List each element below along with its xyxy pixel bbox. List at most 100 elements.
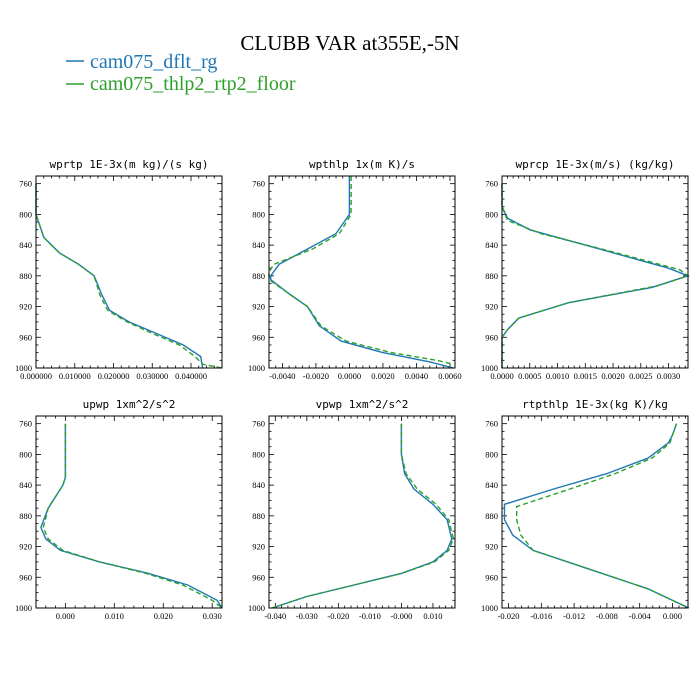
panel-title: upwp 1xm^2/s^2 <box>83 398 176 411</box>
series-line-dflt <box>271 423 453 609</box>
y-tick-label: 880 <box>252 271 265 281</box>
series-line-floor <box>42 423 223 609</box>
series-line-floor <box>35 183 223 369</box>
x-tick-label: 0.030000 <box>136 371 168 381</box>
y-tick-label: 840 <box>485 240 498 250</box>
legend: cam075_dflt_rg cam075_thlp2_rtp2_floor <box>66 51 296 95</box>
panel-title: wprcp 1E-3x(m/s) (kg/kg) <box>516 158 675 171</box>
x-tick-label: 0.010 <box>105 611 124 621</box>
x-tick-label: -0.020 <box>327 611 349 621</box>
panel-2: wpthlp 1x(m K)/s 760 800 840 880 920 960 1000 -0… <box>248 158 462 381</box>
panels: wprtp 1E-3x(m kg)/(s kg) 760 800 840 880 920 9… <box>15 158 691 621</box>
series-line-floor <box>501 183 690 368</box>
y-tick-label: 760 <box>252 179 265 189</box>
x-tick-label: 0.0060 <box>438 371 461 381</box>
series-line-dflt <box>270 176 454 369</box>
y-tick-label: 1000 <box>248 603 265 613</box>
series-line-floor <box>516 423 690 609</box>
panel-title: vpwp 1xm^2/s^2 <box>316 398 409 411</box>
y-tick-label: 960 <box>252 572 265 582</box>
x-tick-label: 0.0005 <box>518 371 541 381</box>
y-tick-label: 760 <box>485 419 498 429</box>
y-tick-label: 840 <box>252 240 265 250</box>
x-tick-label: 0.020 <box>154 611 173 621</box>
panel-6: rtpthlp 1E-3x(kg K)/kg 760 800 840 880 920 960… <box>481 398 690 621</box>
x-tick-label: 0.010 <box>423 611 442 621</box>
series-line-dflt <box>503 423 690 609</box>
series-line-dflt <box>40 423 223 609</box>
y-tick-label: 920 <box>485 302 498 312</box>
x-tick-label: -0.012 <box>563 611 585 621</box>
y-tick-label: 960 <box>19 332 32 342</box>
legend-label-floor: cam075_thlp2_rtp2_floor <box>90 73 296 95</box>
x-tick-label: 0.010000 <box>59 371 91 381</box>
x-tick-label: 0.0000 <box>338 371 361 381</box>
x-tick-label: 0.0040 <box>405 371 428 381</box>
x-tick-label: 0.0015 <box>574 371 597 381</box>
figure-title: CLUBB VAR at355E,-5N <box>240 31 459 55</box>
x-tick-label: -0.000 <box>390 611 412 621</box>
panel-4: upwp 1xm^2/s^2 760 800 840 880 920 960 1000 0.00… <box>15 398 223 621</box>
y-tick-label: 840 <box>19 480 32 490</box>
y-tick-label: 760 <box>19 179 32 189</box>
y-tick-label: 960 <box>19 572 32 582</box>
plot-frame <box>501 175 689 369</box>
y-tick-label: 960 <box>252 332 265 342</box>
x-tick-label: -0.040 <box>264 611 286 621</box>
y-tick-label: 880 <box>252 511 265 521</box>
series-line-floor <box>271 423 455 609</box>
panel-title: wpthlp 1x(m K)/s <box>309 158 415 171</box>
x-tick-label: 0.000 <box>56 611 75 621</box>
series-line-dflt <box>501 183 691 368</box>
x-tick-label: 0.0025 <box>629 371 652 381</box>
x-tick-label: -0.020 <box>498 611 520 621</box>
y-tick-label: 1000 <box>481 603 498 613</box>
y-tick-label: 1000 <box>248 363 265 373</box>
y-tick-label: 1000 <box>481 363 498 373</box>
plot-frame <box>268 175 456 369</box>
y-tick-label: 800 <box>485 449 498 459</box>
x-tick-label: 0.0030 <box>657 371 680 381</box>
plot-frame <box>501 415 689 609</box>
plot-frame <box>268 415 456 609</box>
y-tick-label: 840 <box>19 240 32 250</box>
x-tick-label: 0.040000 <box>175 371 207 381</box>
panel-5: vpwp 1xm^2/s^27608008408809209601000-0.0… <box>248 398 456 621</box>
y-tick-label: 960 <box>485 332 498 342</box>
y-tick-label: 880 <box>485 511 498 521</box>
x-tick-label: -0.0020 <box>303 371 329 381</box>
y-tick-label: 840 <box>252 480 265 490</box>
y-tick-label: 1000 <box>15 363 32 373</box>
y-tick-label: 920 <box>19 542 32 552</box>
y-tick-label: 920 <box>19 302 32 312</box>
y-tick-label: 760 <box>19 419 32 429</box>
plot-frame <box>35 175 223 369</box>
x-tick-label: -0.0040 <box>269 371 295 381</box>
x-tick-label: -0.010 <box>359 611 381 621</box>
x-tick-label: 0.0020 <box>601 371 624 381</box>
x-tick-label: -0.016 <box>530 611 552 621</box>
y-tick-label: 800 <box>252 449 265 459</box>
y-tick-label: 800 <box>485 209 498 219</box>
y-tick-label: 800 <box>19 209 32 219</box>
y-tick-label: 880 <box>485 271 498 281</box>
x-tick-label: -0.008 <box>596 611 618 621</box>
series-line-floor <box>268 176 454 365</box>
y-tick-label: 920 <box>252 302 265 312</box>
y-tick-label: 1000 <box>15 603 32 613</box>
y-tick-label: 840 <box>485 480 498 490</box>
x-tick-label: 0.0010 <box>546 371 569 381</box>
x-tick-label: 0.020000 <box>98 371 130 381</box>
y-tick-label: 800 <box>19 449 32 459</box>
y-tick-label: 920 <box>252 542 265 552</box>
panel-title: wprtp 1E-3x(m kg)/(s kg) <box>50 158 209 171</box>
x-tick-label: -0.004 <box>629 611 652 621</box>
panel-title: rtpthlp 1E-3x(kg K)/kg <box>522 398 668 411</box>
plot-frame <box>35 415 223 609</box>
y-tick-label: 760 <box>252 419 265 429</box>
y-tick-label: 880 <box>19 271 32 281</box>
y-tick-label: 800 <box>252 209 265 219</box>
panel-1: wprtp 1E-3x(m kg)/(s kg) 760 800 840 880 920 9… <box>15 158 223 381</box>
panel-3: wprcp 1E-3x(m/s) (kg/kg) 760 800 840 880 920 9… <box>481 158 691 381</box>
